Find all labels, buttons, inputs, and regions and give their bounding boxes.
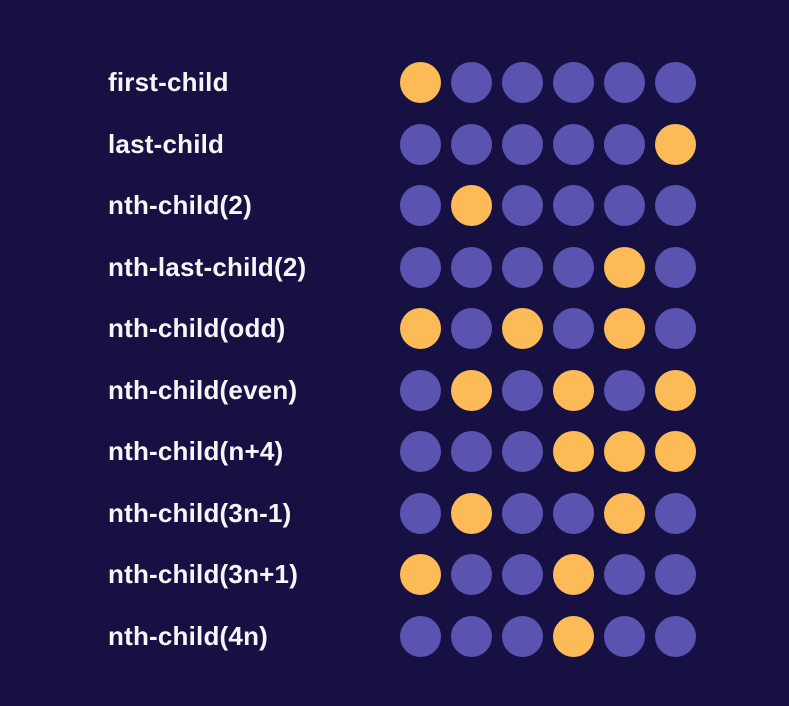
dot-selected	[553, 554, 594, 596]
dot	[604, 369, 645, 411]
dot-selected	[400, 554, 441, 596]
dot	[451, 123, 492, 165]
dot	[502, 123, 543, 165]
dot	[400, 431, 441, 473]
dot	[400, 615, 441, 657]
dot-selected	[451, 185, 492, 227]
dot	[400, 492, 441, 534]
selector-label: nth-child(3n-1)	[108, 497, 292, 528]
dot-grid	[400, 492, 696, 534]
selector-label: first-child	[108, 67, 229, 98]
dot	[604, 615, 645, 657]
dot-selected	[553, 431, 594, 473]
dot	[502, 554, 543, 596]
dot-selected	[604, 492, 645, 534]
dot-selected	[553, 615, 594, 657]
selector-label: nth-child(2)	[108, 190, 252, 221]
dot	[400, 369, 441, 411]
dot	[553, 123, 594, 165]
dot	[451, 308, 492, 350]
dot	[655, 308, 696, 350]
dot-grid	[400, 615, 696, 657]
dot	[502, 615, 543, 657]
selector-row: first-child	[0, 52, 789, 114]
dot-grid	[400, 554, 696, 596]
dot-selected	[655, 369, 696, 411]
selector-label: last-child	[108, 128, 225, 159]
dot-grid	[400, 308, 696, 350]
dot	[451, 246, 492, 288]
dot	[502, 369, 543, 411]
selector-label: nth-child(even)	[108, 374, 298, 405]
dot	[604, 62, 645, 104]
dot-grid	[400, 369, 696, 411]
dot	[400, 246, 441, 288]
dot	[655, 62, 696, 104]
dot	[502, 246, 543, 288]
dot	[655, 615, 696, 657]
dot	[553, 492, 594, 534]
dot	[553, 246, 594, 288]
dot	[502, 62, 543, 104]
dot-selected	[502, 308, 543, 350]
selector-row: nth-child(odd)	[0, 298, 789, 360]
dot-selected	[451, 492, 492, 534]
dot	[604, 123, 645, 165]
dot-selected	[655, 431, 696, 473]
dot-selected	[604, 246, 645, 288]
dot	[655, 185, 696, 227]
selector-row: nth-child(3n+1)	[0, 544, 789, 606]
dot	[553, 185, 594, 227]
dot-grid	[400, 246, 696, 288]
dot-selected	[604, 431, 645, 473]
dot	[604, 554, 645, 596]
dot	[655, 554, 696, 596]
dot	[451, 615, 492, 657]
dot	[400, 185, 441, 227]
dot	[451, 62, 492, 104]
selector-row: nth-child(even)	[0, 360, 789, 422]
dot-grid	[400, 185, 696, 227]
selector-row: nth-last-child(2)	[0, 237, 789, 299]
dot-grid	[400, 62, 696, 104]
dot	[451, 554, 492, 596]
dot-selected	[553, 369, 594, 411]
dot	[655, 492, 696, 534]
dot-grid	[400, 431, 696, 473]
selector-label: nth-last-child(2)	[108, 251, 307, 282]
dot-selected	[451, 369, 492, 411]
dot	[553, 62, 594, 104]
dot	[451, 431, 492, 473]
dot-grid	[400, 123, 696, 165]
dot-selected	[400, 62, 441, 104]
selector-label: nth-child(4n)	[108, 620, 269, 651]
dot	[502, 431, 543, 473]
dot-selected	[604, 308, 645, 350]
dot-selected	[655, 123, 696, 165]
dot-selected	[400, 308, 441, 350]
dot	[502, 185, 543, 227]
dot	[604, 185, 645, 227]
dot	[502, 492, 543, 534]
selector-label: nth-child(odd)	[108, 313, 286, 344]
dot	[655, 246, 696, 288]
selector-row: nth-child(n+4)	[0, 421, 789, 483]
selector-label: nth-child(n+4)	[108, 436, 284, 467]
selector-row: nth-child(3n-1)	[0, 483, 789, 545]
selector-row: last-child	[0, 114, 789, 176]
dot	[553, 308, 594, 350]
selector-label: nth-child(3n+1)	[108, 559, 299, 590]
selector-row: nth-child(2)	[0, 175, 789, 237]
dot	[400, 123, 441, 165]
selector-row: nth-child(4n)	[0, 606, 789, 668]
